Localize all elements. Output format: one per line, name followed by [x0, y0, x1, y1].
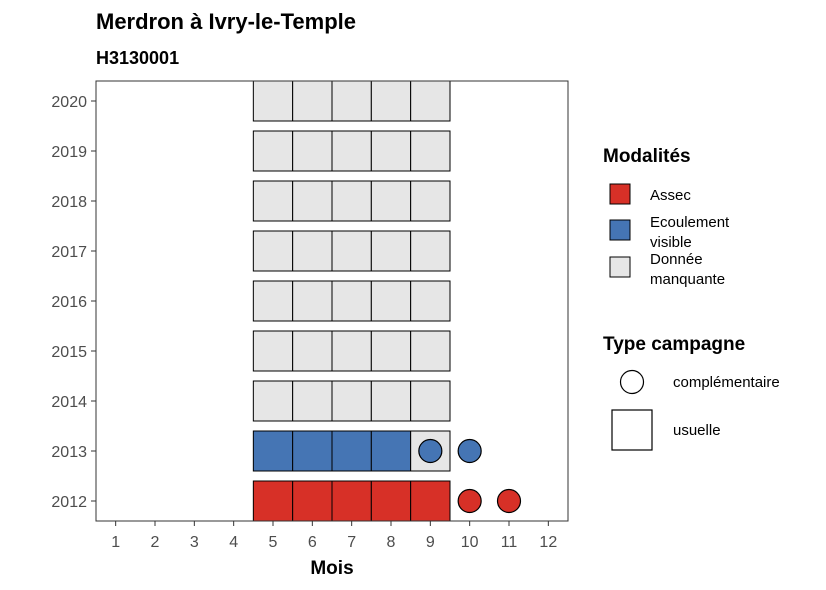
- legend-key-complementaire: [619, 369, 645, 395]
- x-tick-label: 1: [111, 534, 120, 551]
- x-tick-label: 7: [347, 534, 356, 551]
- x-tick-label: 3: [190, 534, 199, 551]
- tile-2018-6: [292, 180, 333, 222]
- x-tick-label: 11: [501, 534, 518, 551]
- x-tick-label: 5: [269, 534, 278, 551]
- point-2012-10: [457, 488, 482, 514]
- chart-subtitle: H3130001: [96, 48, 179, 68]
- tiles-layer: [252, 80, 451, 522]
- x-tick-label: 2: [151, 534, 160, 551]
- legend-key-assec: [609, 183, 631, 205]
- y-tick-label: 2013: [51, 444, 87, 461]
- legend-label-ecoulement-visible: Ecoulement: [650, 214, 730, 231]
- tile-2020-8: [370, 80, 412, 122]
- tile-2019-7: [331, 130, 372, 172]
- tile-2013-5: [252, 430, 294, 472]
- tile-2018-5: [252, 180, 294, 222]
- tile-2014-8: [370, 380, 412, 422]
- tile-2019-6: [292, 130, 333, 172]
- point-2012-11: [496, 488, 522, 514]
- legend-label-donnée-manquante: Donnée: [650, 251, 703, 268]
- tile-2017-5: [252, 230, 294, 272]
- tile-2017-9: [410, 230, 451, 272]
- tile-2017-8: [370, 230, 412, 272]
- y-tick-label: 2015: [51, 344, 87, 361]
- tile-2014-6: [292, 380, 333, 422]
- tile-2015-9: [410, 330, 451, 372]
- tile-2014-7: [331, 380, 372, 422]
- tile-2015-5: [252, 330, 294, 372]
- y-tick-label: 2017: [51, 244, 87, 261]
- tile-2018-9: [410, 180, 451, 222]
- x-tick-label: 10: [461, 534, 479, 551]
- tile-2019-8: [370, 130, 412, 172]
- y-axis: 2012 2013 2014 2015 2016 2017 2018 2019 2020: [51, 94, 96, 511]
- tile-2016-8: [370, 280, 412, 322]
- tile-2012-8: [370, 480, 412, 522]
- tile-2014-9: [410, 380, 451, 422]
- legend-label-complementaire: complémentaire: [673, 374, 780, 391]
- tile-2012-9: [410, 480, 451, 522]
- tile-2016-9: [410, 280, 451, 322]
- legend-label-assec: Assec: [650, 187, 691, 204]
- tile-2016-7: [331, 280, 372, 322]
- y-tick-label: 2016: [51, 294, 87, 311]
- tile-2018-7: [331, 180, 372, 222]
- y-tick-label: 2012: [51, 494, 87, 511]
- tile-2020-7: [331, 80, 372, 122]
- legend-label-donnée-manquante: manquante: [650, 271, 725, 288]
- y-tick-label: 2019: [51, 144, 87, 161]
- tile-2013-7: [331, 430, 372, 472]
- x-tick-label: 4: [229, 534, 238, 551]
- y-tick-label: 2018: [51, 194, 87, 211]
- tile-2014-5: [252, 380, 294, 422]
- tile-2015-8: [370, 330, 412, 372]
- x-tick-label: 8: [387, 534, 396, 551]
- tile-2019-5: [252, 130, 294, 172]
- tile-2015-6: [292, 330, 333, 372]
- tile-2020-6: [292, 80, 333, 122]
- legend-key-donnée-manquante: [609, 256, 631, 278]
- legend-key-ecoulement-visible: [609, 219, 631, 241]
- point-2013-9: [418, 438, 443, 464]
- legend-modalites-title: Modalités: [603, 146, 691, 167]
- tile-2020-5: [252, 80, 294, 122]
- tile-2013-6: [292, 430, 333, 472]
- tile-2016-6: [292, 280, 333, 322]
- tile-2012-5: [252, 480, 294, 522]
- chart-title: Merdron à Ivry-le-Temple: [96, 9, 356, 34]
- tile-2012-7: [331, 480, 372, 522]
- tile-2012-6: [292, 480, 333, 522]
- x-tick-label: 12: [539, 534, 557, 551]
- y-tick-label: 2014: [51, 394, 87, 411]
- tile-2016-5: [252, 280, 294, 322]
- tile-2013-8: [370, 430, 412, 472]
- tile-2017-6: [292, 230, 333, 272]
- tile-2018-8: [370, 180, 412, 222]
- points-layer: [418, 438, 522, 514]
- x-axis-title: Mois: [310, 558, 353, 579]
- tile-2015-7: [331, 330, 372, 372]
- y-tick-label: 2020: [51, 94, 87, 111]
- x-axis: 1 2 3 4 5 6 7 8 9 10 11 12: [111, 521, 557, 551]
- x-tick-label: 9: [426, 534, 435, 551]
- x-tick-label: 6: [308, 534, 317, 551]
- legend-campagne-title: Type campagne: [603, 334, 745, 355]
- legend-label-ecoulement-visible: visible: [650, 234, 692, 251]
- legend-key-usuelle: [611, 409, 653, 451]
- tile-2020-9: [410, 80, 451, 122]
- point-2013-10: [457, 438, 482, 464]
- tile-2017-7: [331, 230, 372, 272]
- legend-label-usuelle: usuelle: [673, 422, 721, 439]
- tile-2019-9: [410, 130, 451, 172]
